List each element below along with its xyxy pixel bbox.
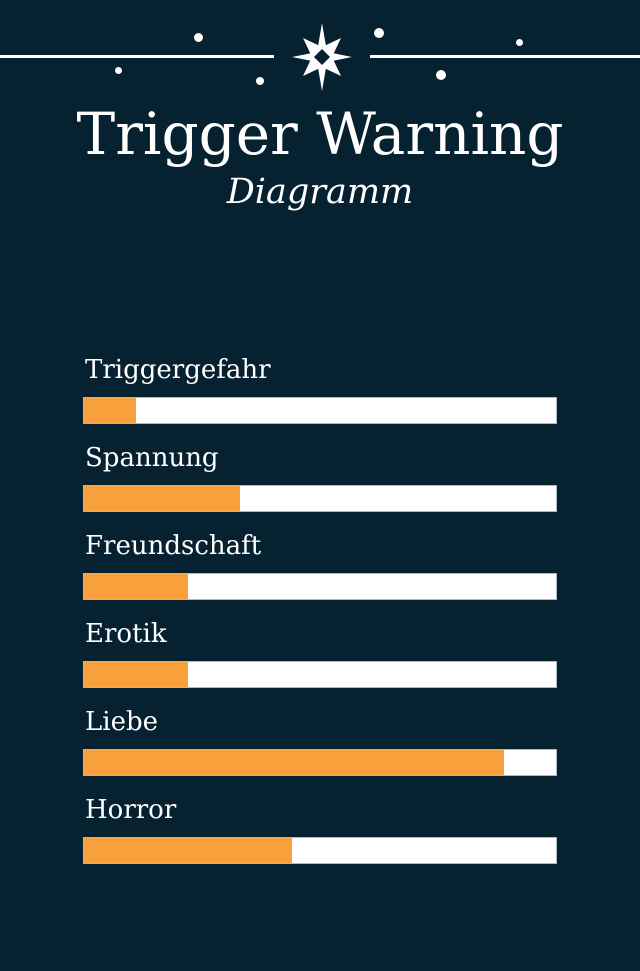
page-subtitle: Diagramm bbox=[226, 171, 414, 212]
sparkle-dot-icon bbox=[436, 70, 446, 80]
bar-fill bbox=[84, 398, 136, 423]
category-label: Horror bbox=[85, 795, 177, 825]
chart-row: Liebe bbox=[83, 707, 557, 776]
bar-track bbox=[83, 397, 557, 424]
bar-track bbox=[83, 661, 557, 688]
sparkle-dot-icon bbox=[194, 33, 203, 42]
sparkle-dot-icon bbox=[516, 39, 523, 46]
sparkle-dot-icon bbox=[256, 77, 264, 85]
bar-fill bbox=[84, 486, 240, 511]
bar-fill bbox=[84, 662, 188, 687]
bar-track bbox=[83, 485, 557, 512]
chart-row: Spannung bbox=[83, 443, 557, 512]
bar-fill bbox=[84, 574, 188, 599]
category-label: Spannung bbox=[85, 443, 219, 473]
page-title: Trigger Warning bbox=[76, 100, 564, 168]
category-label: Liebe bbox=[85, 707, 158, 737]
bar-track bbox=[83, 749, 557, 776]
category-label: Erotik bbox=[85, 619, 167, 649]
bar-track bbox=[83, 573, 557, 600]
chart-row: Horror bbox=[83, 795, 557, 864]
bar-fill bbox=[84, 750, 505, 775]
bar-track bbox=[83, 837, 557, 864]
bar-fill bbox=[84, 838, 292, 863]
sparkle-dot-icon bbox=[115, 67, 122, 74]
header: Trigger Warning Diagramm bbox=[0, 100, 640, 213]
star-icon bbox=[274, 9, 370, 105]
category-label: Triggergefahr bbox=[85, 355, 271, 385]
chart-row: Triggergefahr bbox=[83, 355, 557, 424]
trigger-bar-chart: Triggergefahr Spannung Freundschaft Erot… bbox=[83, 355, 557, 883]
category-label: Freundschaft bbox=[85, 531, 262, 561]
chart-row: Erotik bbox=[83, 619, 557, 688]
sparkle-dot-icon bbox=[374, 28, 384, 38]
chart-row: Freundschaft bbox=[83, 531, 557, 600]
